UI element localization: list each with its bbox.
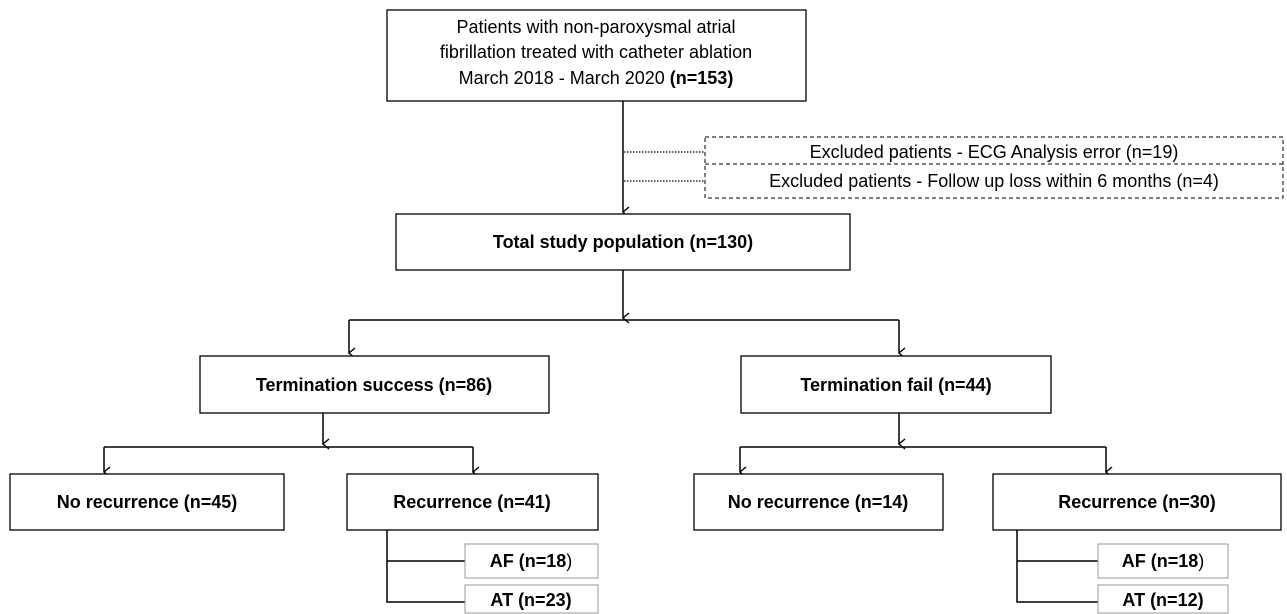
- box: [464, 543, 599, 579]
- box-text: AF (n=18): [490, 551, 573, 571]
- box-text: March 2018 - March 2020: [459, 68, 665, 88]
- tree-line: [386, 530, 465, 603]
- box: [346, 473, 599, 531]
- box-text: No recurrence (n=14): [728, 492, 909, 512]
- box-text: AT (n=12): [1122, 590, 1203, 610]
- box: [740, 355, 1052, 414]
- box-text: ): [566, 551, 572, 571]
- box-text: Patients with non-paroxysmal atrial: [456, 17, 735, 37]
- dashed-box: [704, 163, 1284, 199]
- box: [395, 213, 851, 271]
- box-text: AT (n=23): [490, 590, 571, 610]
- box: [386, 9, 807, 102]
- box-text: Termination fail (n=44): [800, 375, 991, 395]
- box: [464, 584, 599, 614]
- box: [1097, 543, 1229, 579]
- box-text: Termination success (n=86): [256, 375, 492, 395]
- box-text: Recurrence (n=41): [393, 492, 551, 512]
- box-text: fibrillation treated with catheter ablat…: [440, 42, 752, 62]
- box-text: ): [1198, 551, 1204, 571]
- tree-line: [1016, 530, 1098, 603]
- box-text: March 2018 - March 2020 (n=153): [459, 68, 734, 88]
- box-text: Excluded patients - Follow up loss withi…: [769, 171, 1219, 191]
- box: [9, 473, 285, 531]
- box-text: Total study population (n=130): [493, 232, 753, 252]
- box-text: Excluded patients - ECG Analysis error (…: [810, 142, 1179, 162]
- connectors: [104, 101, 1106, 603]
- box: [693, 473, 944, 531]
- box-text-bold: AF (n=18: [490, 551, 567, 571]
- box-text: Recurrence (n=30): [1058, 492, 1216, 512]
- box-text: AF (n=18): [1122, 551, 1205, 571]
- box: [1097, 584, 1229, 614]
- box-text-bold: AF (n=18: [1122, 551, 1199, 571]
- box: [992, 473, 1282, 531]
- box-text: No recurrence (n=45): [57, 492, 238, 512]
- dashed-box: [704, 136, 1284, 168]
- box: [199, 355, 550, 414]
- box-text-bold: (n=153): [670, 68, 734, 88]
